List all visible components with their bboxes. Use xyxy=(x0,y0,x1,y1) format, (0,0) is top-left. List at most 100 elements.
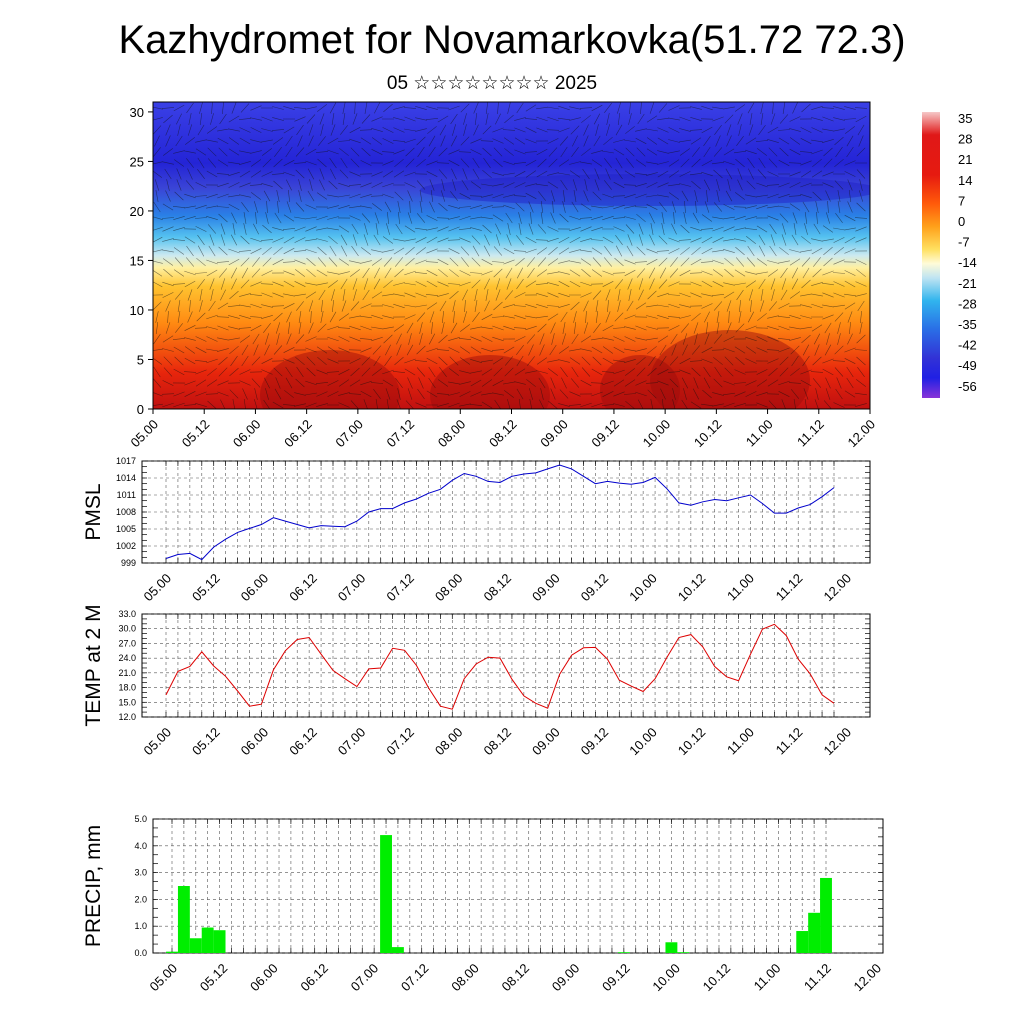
bar-frame xyxy=(152,818,884,954)
precipitation-panel: 0.0 1.0 2.0 3.0 4.0 5.0 PRECIP, mm 05.00 05.12 06… xyxy=(82,814,884,994)
y-tick-label: 999 xyxy=(121,558,136,568)
y-tick-label: 1014 xyxy=(116,473,136,483)
y-tick-label: 5 xyxy=(137,352,144,367)
colorbar-label: -56 xyxy=(958,379,977,394)
precip-bar xyxy=(380,835,392,953)
colorbar-label: 14 xyxy=(958,173,972,188)
y-tick-label: 0 xyxy=(137,402,144,417)
x-tick-label: 09.12 xyxy=(588,417,622,451)
x-tick-label: 07.00 xyxy=(332,417,366,451)
colorbar: 35 28 21 14 7 0 -7 -14 -21 -28 -35 -42 -49 -56 xyxy=(922,111,977,398)
barb-strokes xyxy=(153,102,868,409)
y-tick-label: 3.0 xyxy=(134,868,147,878)
x-tick-label: 06.12 xyxy=(281,417,315,451)
x-tick-label: 07.12 xyxy=(384,417,418,451)
x-tick-label: 11.12 xyxy=(801,961,834,994)
x-tick-label: 05.00 xyxy=(141,571,175,605)
x-tick-label: 10.12 xyxy=(675,725,709,759)
x-tick-label: 10.00 xyxy=(626,725,660,759)
x-tick-label: 12.00 xyxy=(821,571,855,605)
chart-subtitle: 05 ☆☆☆☆☆☆☆☆ 2025 xyxy=(386,73,598,94)
colorbar-gradient xyxy=(922,112,940,398)
x-tick-label: 11.00 xyxy=(724,725,757,758)
y-tick-label: 24.0 xyxy=(118,653,136,663)
heatmap-blobs xyxy=(260,174,870,409)
colorbar-label: -7 xyxy=(958,235,970,250)
x-tick-label: 08.00 xyxy=(432,571,466,605)
x-tick-label: 11.00 xyxy=(751,961,784,994)
y-tick-label: 27.0 xyxy=(118,638,136,648)
y-tick-label: 10 xyxy=(130,303,144,318)
precip-bar xyxy=(820,877,832,953)
x-tick-label: 11.12 xyxy=(773,571,806,604)
x-tick-label: 06.12 xyxy=(286,571,320,605)
x-tick-label: 10.12 xyxy=(700,961,734,995)
x-tick-label: 06.12 xyxy=(297,961,331,995)
precip-bar xyxy=(796,931,809,953)
temp-line xyxy=(165,623,835,710)
colorbar-label: 28 xyxy=(958,132,972,147)
x-tick-label: 06.00 xyxy=(247,961,281,995)
colorbar-label: -28 xyxy=(958,296,977,311)
cold-core xyxy=(420,174,870,206)
y-tick-label: 20 xyxy=(130,204,144,219)
x-tick-label: 05.12 xyxy=(189,725,223,759)
x-tick-label: 06.00 xyxy=(238,725,272,759)
y-tick-label: 33.0 xyxy=(118,609,136,619)
x-tick-label: 11.12 xyxy=(794,417,827,450)
x-tick-label: 10.12 xyxy=(691,417,725,451)
x-tick-label: 10.00 xyxy=(649,961,683,995)
x-tick-label: 07.12 xyxy=(383,725,417,759)
x-tick-label: 07.00 xyxy=(335,725,369,759)
precip-bar xyxy=(677,952,690,953)
precip-bar xyxy=(213,930,226,953)
x-tick-label: 09.12 xyxy=(599,961,633,995)
chart-title: Kazhydromet for Novamarkovka(51.72 72.3) xyxy=(118,18,906,62)
cross-section-panel: 0 5 10 15 20 25 30 05.00 05.12 06.00 06.12 07.00 07.… xyxy=(128,101,879,451)
x-tick-label: 12.00 xyxy=(851,961,885,995)
y-tick-label: 18.0 xyxy=(118,683,136,693)
y-tick-label: 1002 xyxy=(116,541,136,551)
precip-bar xyxy=(665,942,678,953)
x-tick-label: 05.12 xyxy=(189,571,223,605)
x-tick-label: 08.12 xyxy=(486,417,520,451)
x-tick-label: 09.00 xyxy=(537,417,571,451)
y-tick-label: 1011 xyxy=(117,490,136,500)
y-tick-label: 4.0 xyxy=(134,841,147,851)
x-tick-label: 09.12 xyxy=(578,571,612,605)
x-tick-label: 07.00 xyxy=(348,961,382,995)
pmsl-line xyxy=(165,464,835,561)
temp-ylabel: TEMP at 2 M xyxy=(82,604,105,726)
y-tick-label: 5.0 xyxy=(134,814,147,824)
x-tick-label: 10.00 xyxy=(640,417,674,451)
x-tick-label: 08.00 xyxy=(432,725,466,759)
y-tick-label: 1017 xyxy=(116,456,136,466)
wind-barbs xyxy=(153,102,868,409)
warm-core xyxy=(430,355,550,409)
x-tick-label: 06.00 xyxy=(238,571,272,605)
x-tick-label: 05.12 xyxy=(179,417,213,451)
colorbar-label: -49 xyxy=(958,358,977,373)
y-tick-label: 12.0 xyxy=(118,712,136,722)
precip-bar xyxy=(201,927,214,953)
y-tick-label: 2.0 xyxy=(134,894,147,904)
colorbar-label: -35 xyxy=(958,317,977,332)
colorbar-label: 35 xyxy=(958,111,972,126)
x-tick-label: 12.00 xyxy=(821,725,855,759)
x-tick-label: 11.00 xyxy=(724,571,757,604)
y-tick-label: 0.0 xyxy=(134,948,147,958)
pmsl-ylabel: PMSL xyxy=(82,483,105,540)
x-tick-label: 09.00 xyxy=(529,725,563,759)
x-tick-label: 08.00 xyxy=(435,417,469,451)
x-tick-label: 11.12 xyxy=(773,725,806,758)
colorbar-label: 0 xyxy=(958,214,965,229)
y-tick-label: 30 xyxy=(130,105,144,120)
x-tick-label: 07.00 xyxy=(335,571,369,605)
precip-bar xyxy=(617,952,630,953)
precip-bar xyxy=(189,938,202,953)
x-tick-label: 12.00 xyxy=(845,417,879,451)
x-tick-label: 06.00 xyxy=(230,417,264,451)
colorbar-label: -21 xyxy=(958,276,977,291)
x-tick-label: 08.12 xyxy=(481,571,515,605)
